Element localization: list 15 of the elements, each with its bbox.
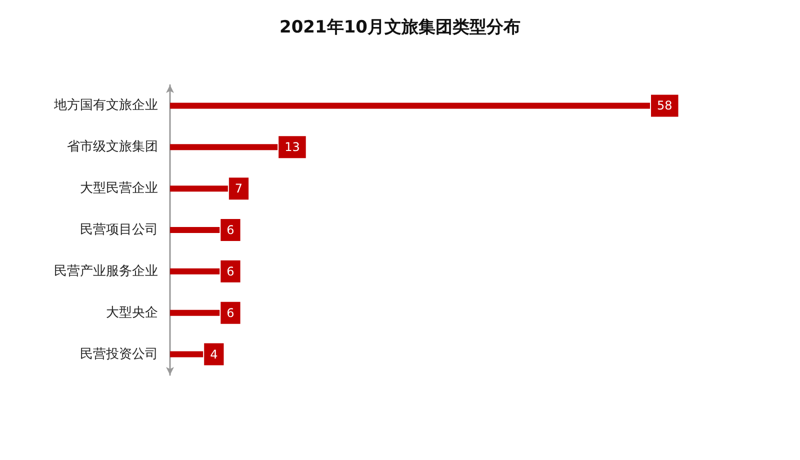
data-label: 7 xyxy=(234,182,243,196)
y-tick-label: 省市级文旅集团 xyxy=(67,140,158,155)
y-tick-label: 大型央企 xyxy=(106,305,158,320)
chart-title: 2021年10月文旅集团类型分布 xyxy=(280,18,520,38)
data-label: 6 xyxy=(226,264,234,278)
data-label: 58 xyxy=(657,98,672,113)
data-label: 6 xyxy=(226,223,234,237)
y-tick-label: 地方国有文旅企业 xyxy=(53,97,158,114)
y-tick-label: 民营产业服务企业 xyxy=(54,264,158,279)
data-label: 13 xyxy=(284,140,300,154)
data-label: 6 xyxy=(226,306,234,320)
y-tick-label: 民营项目公司 xyxy=(80,222,158,238)
y-tick-label: 民营投资公司 xyxy=(80,346,158,362)
data-label: 4 xyxy=(210,347,218,362)
y-tick-label: 大型民营企业 xyxy=(80,181,158,196)
